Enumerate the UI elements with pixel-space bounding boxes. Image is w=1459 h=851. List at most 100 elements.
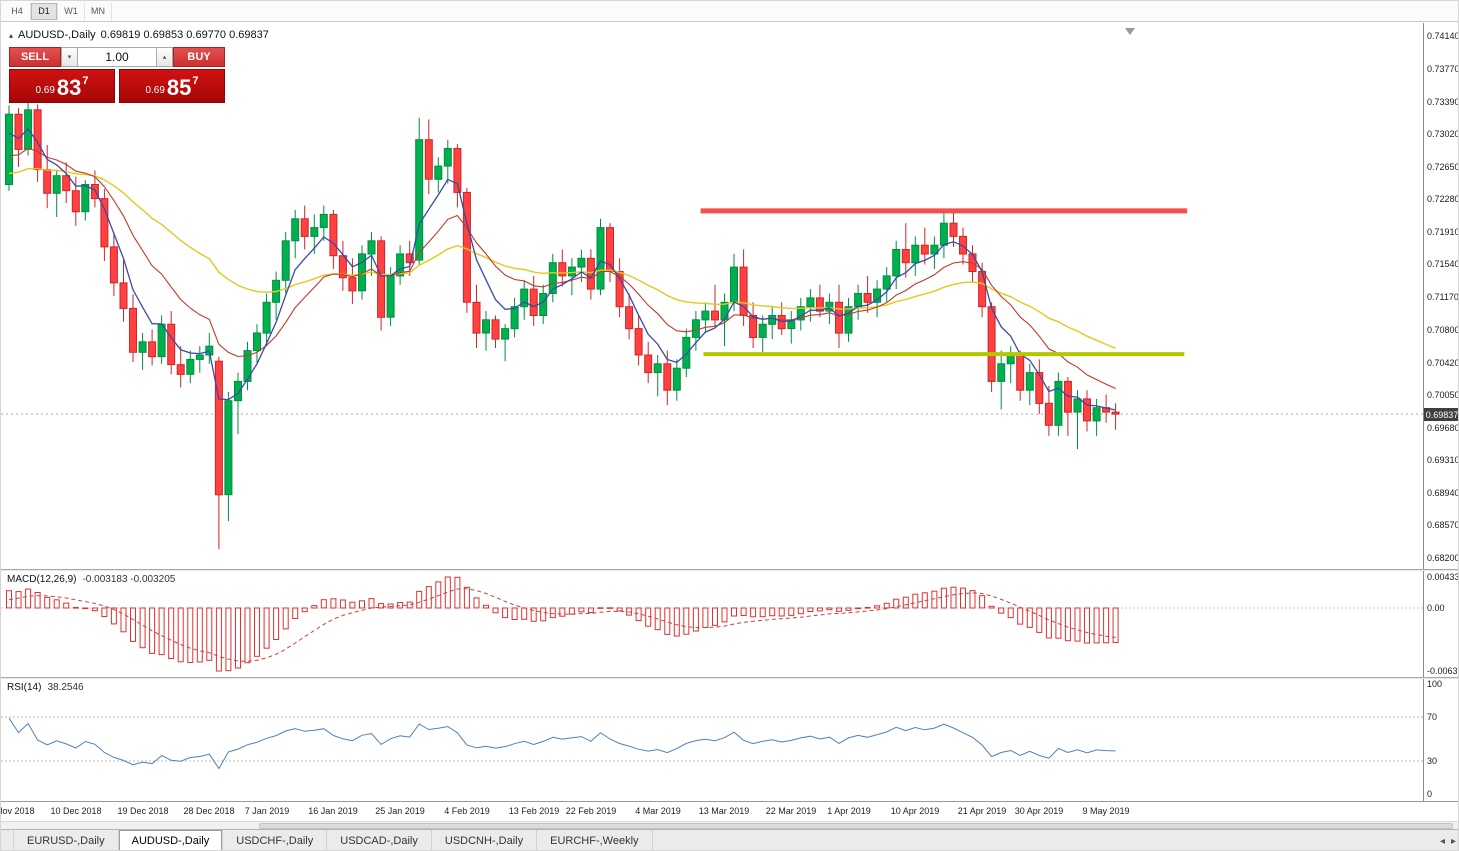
macd-histogram-bar [988, 605, 995, 609]
price-axis-label: 0.71170 [1427, 292, 1459, 302]
macd-histogram-bar [578, 607, 585, 613]
macd-histogram-bar [692, 607, 699, 632]
macd-histogram-bar [759, 607, 766, 618]
macd-histogram-bar [1112, 607, 1119, 643]
macd-histogram-bar [855, 607, 862, 610]
candle-body [739, 266, 748, 316]
candle-body [377, 240, 386, 318]
candle-body [758, 323, 767, 338]
chart-tab-usdcad-daily[interactable]: USDCAD-,Daily [327, 830, 432, 850]
candle-body [148, 341, 157, 358]
macd-canvas[interactable] [1, 571, 1424, 677]
volume-stepper[interactable]: ▴ [156, 47, 173, 67]
main-chart-panel: ▴ AUDUSD-,Daily 0.69819 0.69853 0.69770 … [1, 23, 1459, 569]
chart-tab-audusd-daily[interactable]: AUDUSD-,Daily [118, 830, 224, 850]
timeframe-button-w1[interactable]: W1 [58, 2, 85, 20]
candle-body [1044, 402, 1053, 426]
timeframe-button-d1[interactable]: D1 [31, 2, 58, 20]
candle-body [434, 165, 443, 180]
tab-scroll-arrows: ◂ ▸ [1439, 830, 1456, 850]
macd-histogram-bar [1084, 607, 1090, 644]
buy-price-tile[interactable]: 0.69 85 7 [119, 69, 225, 103]
price-axis-label: 0.68570 [1427, 520, 1459, 530]
date-axis-label: 22 Mar 2019 [765, 806, 817, 816]
macd-histogram-bar [635, 607, 642, 622]
tab-scroll-right-icon[interactable]: ▸ [1450, 836, 1456, 847]
macd-histogram-bar [511, 607, 518, 620]
macd-axis-label: 0.00 [1427, 603, 1445, 613]
candle-body [653, 363, 662, 374]
candle-body [300, 218, 309, 237]
price-chart-canvas[interactable] [1, 23, 1424, 569]
macd-histogram-bar [940, 587, 947, 609]
date-axis-label: 9 May 2019 [1082, 806, 1130, 816]
price-axis-label: 0.70420 [1427, 358, 1459, 368]
candle-body [138, 341, 147, 353]
macd-histogram-bar [960, 587, 966, 609]
candle-body [310, 227, 319, 237]
scrollbar-thumb[interactable] [259, 823, 1453, 829]
candle-body [129, 307, 137, 353]
candle-body [329, 213, 338, 257]
chart-tab-usdchf-daily[interactable]: USDCHF-,Daily [223, 830, 328, 850]
candle-body [319, 213, 328, 229]
candle-body [453, 148, 462, 193]
macd-histogram-bar [845, 607, 852, 611]
macd-histogram-bar [225, 607, 232, 672]
rsi-axis-label: 30 [1427, 756, 1438, 766]
candle-body [1054, 380, 1063, 426]
horizontal-scrollbar[interactable] [1, 821, 1458, 829]
date-axis-label: 19 Dec 2018 [117, 806, 169, 816]
sell-price-tile[interactable]: 0.69 83 7 [9, 69, 115, 103]
volume-dropdown-icon[interactable]: ▾ [61, 47, 78, 67]
timeframe-button-h4[interactable]: H4 [4, 2, 31, 20]
panel-splitter[interactable] [1, 677, 1458, 679]
date-axis-label: 13 Feb 2019 [508, 806, 560, 816]
timeframe-button-mn[interactable]: MN [85, 2, 112, 20]
candle-body [844, 306, 853, 334]
buy-button[interactable]: BUY [173, 47, 225, 67]
price-axis: 0.74140 0.73770 0.73390 0.73020 0.72650 0.722… [1425, 23, 1459, 569]
candle-body [863, 293, 872, 303]
chart-tab-eurchf-weekly[interactable]: EURCHF-,Weekly [537, 830, 653, 850]
macd-histogram-bar [359, 600, 365, 609]
candle-body [701, 310, 710, 321]
macd-signal-line [8, 588, 1116, 662]
macd-histogram-bar [368, 598, 375, 609]
rsi-canvas[interactable] [1, 679, 1424, 801]
candle-body [882, 275, 891, 290]
tab-scroll-left-icon[interactable]: ◂ [1439, 836, 1445, 847]
candle-body [815, 297, 824, 312]
macd-histogram-bar [25, 588, 32, 609]
candle-body [262, 301, 271, 334]
candle-body [835, 301, 843, 334]
chart-tab-eurusd-daily[interactable]: EURUSD-,Daily [13, 830, 119, 850]
candle-body [615, 271, 624, 308]
chart-marker-icon: ▴ [9, 30, 14, 40]
macd-histogram-bar [416, 590, 423, 609]
macd-histogram-bar [874, 605, 881, 609]
chart-tab-usdcnh-daily[interactable]: USDCNH-,Daily [432, 830, 538, 850]
candle-body [491, 319, 500, 340]
chart-ohlc-values: 0.69819 0.69853 0.69770 0.69837 [100, 29, 269, 41]
candle-body [1035, 372, 1044, 404]
macd-histogram-bar [34, 592, 41, 609]
candle-body [5, 113, 13, 185]
macd-histogram-bar [263, 607, 270, 649]
rsi-line [8, 717, 1116, 770]
panel-splitter[interactable] [1, 569, 1458, 571]
candle-body [1092, 407, 1101, 422]
candle-body [100, 198, 109, 248]
price-axis-label: 0.68200 [1427, 553, 1459, 563]
chart-symbol-title: AUDUSD-,Daily [18, 29, 96, 41]
chart-shift-marker-icon[interactable] [1125, 28, 1135, 35]
macd-histogram-bar [673, 607, 680, 637]
volume-input[interactable] [78, 47, 156, 67]
macd-histogram-bar [15, 591, 22, 609]
macd-histogram-bar [750, 607, 757, 618]
sell-button[interactable]: SELL [9, 47, 61, 67]
step-up-icon[interactable]: ▴ [162, 53, 167, 61]
rsi-axis: 100 70 30 0 [1425, 679, 1458, 801]
price-axis-label: 0.69680 [1427, 423, 1459, 433]
macd-axis: 0.004331 0.00 -0.00637 [1425, 571, 1458, 677]
